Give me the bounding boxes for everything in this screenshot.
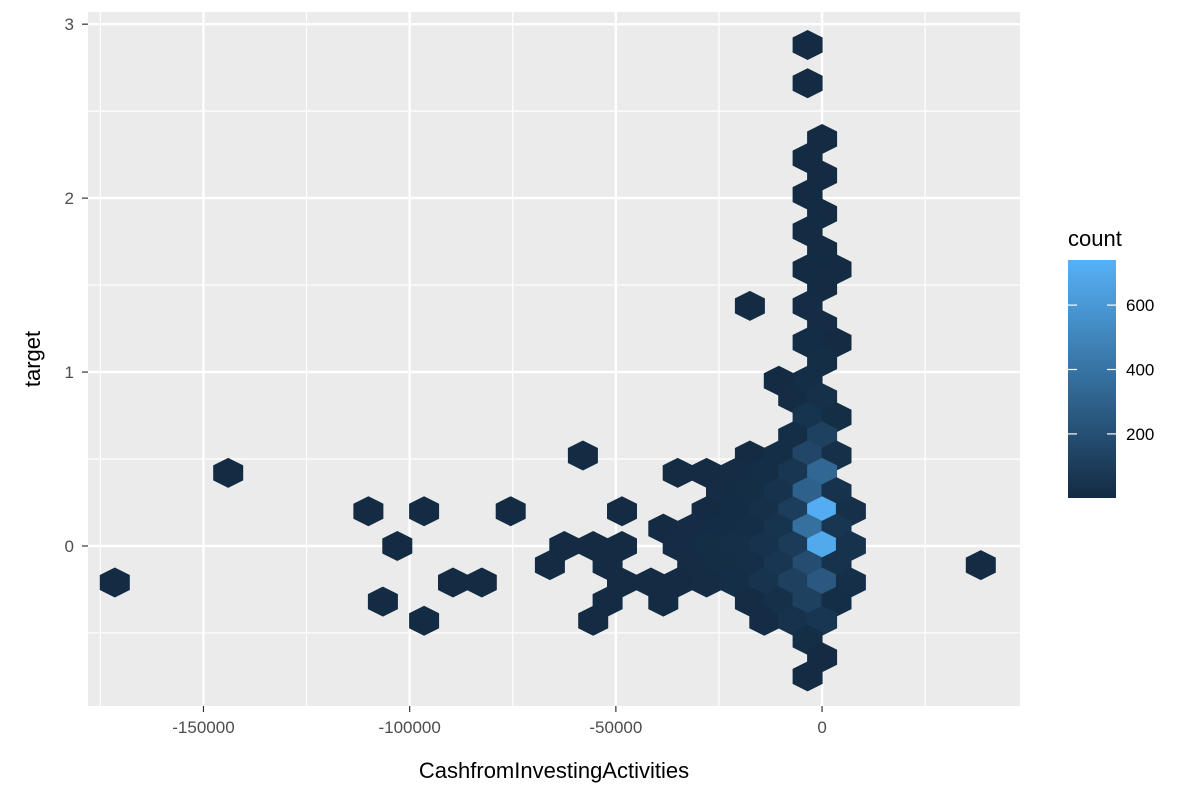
x-tick-label: -100000	[378, 718, 440, 737]
x-axis: -150000 -100000 -50000 0	[172, 706, 827, 737]
y-tick-label: 1	[65, 363, 74, 382]
hexbin-cell	[691, 567, 722, 598]
hexbin-cell	[807, 235, 838, 266]
legend-title: count	[1068, 226, 1122, 251]
hexbin-cell	[720, 457, 751, 488]
hexbin-cell	[749, 457, 780, 488]
hexbin-cell	[821, 402, 852, 433]
hexbin-cell	[213, 457, 244, 488]
hexbin-cell	[807, 605, 838, 636]
hexbin-cell	[792, 586, 823, 617]
hexbin-cell	[382, 531, 413, 561]
hexbin-cell	[835, 531, 866, 561]
hexbin-cell	[807, 421, 838, 452]
hexbin-cell	[792, 477, 823, 508]
legend-tick-label: 400	[1126, 360, 1154, 379]
legend-colorbar	[1068, 260, 1116, 498]
hexbin-cell	[763, 477, 794, 508]
hexbin-cell	[495, 496, 526, 527]
hexbin-layer	[99, 30, 996, 692]
hexbin-cell	[807, 642, 838, 673]
hexbin-cell	[662, 567, 693, 598]
hexbin-cell	[749, 567, 780, 598]
hexbin-cell	[778, 383, 809, 414]
hexbin-cell	[607, 496, 637, 527]
hexbin-cell	[720, 567, 751, 598]
hexbin-cell	[807, 160, 838, 191]
y-tick-label: 3	[65, 15, 74, 34]
hexbin-cell	[821, 327, 852, 358]
hexbin-cell	[367, 586, 398, 617]
hexbin-cell	[749, 531, 780, 561]
hexbin-cell	[720, 531, 751, 561]
hexbin-cell	[691, 457, 722, 488]
x-axis-title: CashfromInvestingActivities	[419, 758, 689, 783]
hexbin-cell	[807, 457, 838, 488]
hexbin-cell	[807, 271, 838, 302]
hexbin-cell	[792, 68, 823, 99]
hexbin-cell	[662, 457, 693, 488]
hexbin-cell	[821, 477, 852, 508]
hexbin-cell	[466, 567, 497, 598]
hexbin-cell	[578, 605, 609, 636]
hexbin-cell	[792, 290, 823, 321]
hexbin-cell	[353, 496, 384, 527]
hexbin-cell	[778, 421, 809, 452]
hexbin-cell	[549, 531, 580, 561]
hexbin-cell	[749, 605, 780, 636]
hexbin-cell	[965, 550, 996, 581]
x-tick-label: -150000	[172, 718, 234, 737]
hexbin-cell	[807, 531, 838, 561]
hexbin-cell	[778, 531, 809, 561]
x-tick-label: 0	[817, 718, 826, 737]
y-tick-label: 0	[65, 537, 74, 556]
hexbin-cell	[807, 383, 838, 414]
hexbin-cell	[648, 586, 679, 617]
hexbin-cell	[607, 567, 637, 598]
hexbin-cell	[578, 531, 609, 561]
legend-ticks: 200 400 600	[1068, 296, 1154, 444]
y-axis: 0 1 2 3	[65, 15, 88, 556]
hexbin-cell	[409, 605, 440, 636]
hexbin-cell	[792, 30, 823, 60]
legend-tick-label: 600	[1126, 296, 1154, 315]
x-tick-label: -50000	[589, 718, 642, 737]
legend-tick-label: 200	[1126, 425, 1154, 444]
hexbin-cell	[835, 567, 866, 598]
hexbin-cell	[567, 440, 598, 471]
hexbin-cell	[778, 605, 809, 636]
hexbin-cell	[807, 124, 838, 154]
hexbin-cell	[821, 586, 852, 617]
hexbin-cell	[778, 457, 809, 488]
hexbin-cell	[763, 586, 794, 617]
plot-panel	[88, 12, 1020, 706]
hexbin-cell	[592, 586, 623, 617]
hexbin-cell	[807, 346, 838, 377]
y-tick-label: 2	[65, 189, 74, 208]
hexbin-cell	[534, 550, 565, 581]
y-axis-title: target	[20, 331, 45, 387]
hexbin-cell	[438, 567, 468, 598]
hexbin-cell	[778, 567, 809, 598]
hexbin-cell	[792, 402, 823, 433]
hexbin-cell	[792, 661, 823, 692]
hexbin-cell	[662, 531, 693, 561]
hexbin-cell	[734, 477, 765, 508]
grid-minor-lines	[88, 12, 1020, 706]
hexbin-cell	[706, 477, 736, 508]
hexbin-cell	[734, 290, 765, 321]
hexbin-cell	[99, 567, 130, 598]
hexbin-cell	[792, 179, 823, 210]
legend: count 200 400 600	[1068, 226, 1154, 498]
hexbin-cell	[691, 531, 722, 561]
hexbin-cell	[734, 586, 765, 617]
hexbin-cell	[807, 567, 838, 598]
hexbin-cell	[409, 496, 440, 527]
hexbin-cell	[792, 216, 823, 247]
hexbin-cell	[607, 531, 637, 561]
hexbin-cell	[792, 327, 823, 358]
